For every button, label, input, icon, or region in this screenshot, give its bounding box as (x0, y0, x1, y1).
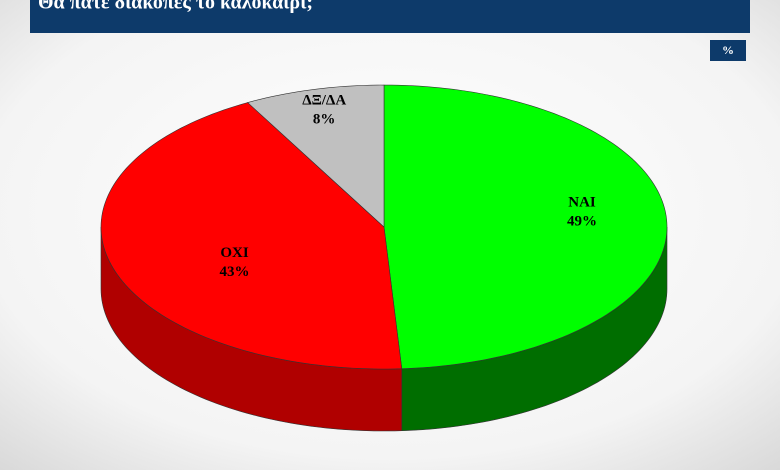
unit-box (710, 40, 746, 61)
pie-slice (100, 102, 403, 370)
slice-value-label: 49% (567, 213, 597, 229)
slice-label: ΝΑΙ (568, 194, 596, 210)
pie-slice (383, 84, 668, 370)
title-bar (30, 0, 750, 33)
chart-title: Θα πάτε διακοπές το καλοκαίρι; (38, 0, 313, 14)
slice-label: ΟΧΙ (220, 245, 249, 261)
slice-value-label: 8% (313, 112, 336, 128)
slice-value-label: 43% (220, 264, 250, 280)
pie: ΝΑΙ 49% ΟΧΙ 43% ΔΞ/ΔΑ 8% (100, 84, 668, 432)
slice-label: ΔΞ/ΔΑ (302, 93, 346, 109)
unit-label: % (722, 43, 734, 57)
pie-slice (247, 84, 385, 228)
